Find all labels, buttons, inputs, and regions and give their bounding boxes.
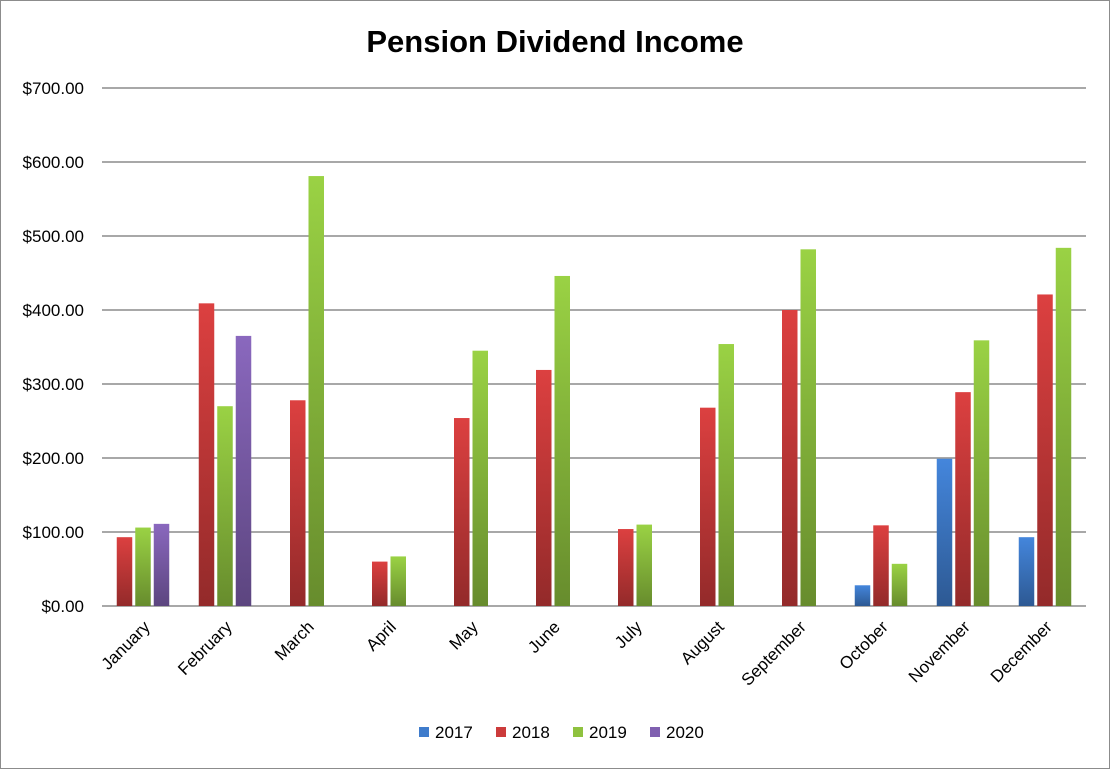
x-tick-label: April — [362, 617, 399, 654]
legend-label: 2019 — [589, 723, 627, 742]
bar-april-2018 — [372, 561, 388, 606]
x-tick-label: February — [174, 617, 236, 679]
bar-august-2018 — [700, 407, 716, 606]
chart-title: Pension Dividend Income — [366, 24, 743, 59]
legend-swatch — [419, 727, 429, 737]
y-tick-label: $600.00 — [23, 153, 84, 172]
bar-august-2019 — [718, 344, 734, 606]
bar-march-2019 — [308, 176, 324, 606]
x-tick-label: September — [738, 617, 810, 689]
x-tick-label: October — [836, 617, 892, 673]
y-tick-label: $400.00 — [23, 301, 84, 320]
bar-october-2018 — [873, 525, 889, 606]
x-axis-ticks: January February March April May June July Augu… — [98, 617, 1056, 690]
x-tick-label: May — [446, 617, 482, 653]
y-tick-label: $500.00 — [23, 227, 84, 246]
bar-february-2019 — [217, 406, 233, 606]
x-tick-label: July — [611, 617, 646, 652]
y-tick-label: $200.00 — [23, 449, 84, 468]
x-tick-label: January — [98, 617, 155, 674]
bar-september-2018 — [782, 310, 798, 606]
legend: 2017 2018 2019 2020 — [419, 723, 704, 742]
bar-january-2020 — [153, 523, 170, 606]
bar-november-2018 — [955, 392, 971, 606]
x-tick-label: June — [524, 617, 564, 657]
bar-january-2019 — [135, 527, 151, 606]
bar-december-2018 — [1037, 294, 1053, 606]
bar-february-2018 — [198, 303, 215, 606]
bar-october-2017 — [854, 585, 871, 606]
bars — [116, 176, 1072, 606]
legend-label: 2017 — [435, 723, 473, 742]
bar-march-2018 — [290, 400, 306, 606]
legend-swatch — [650, 727, 660, 737]
bar-december-2019 — [1055, 247, 1072, 606]
y-tick-label: $0.00 — [41, 597, 84, 616]
bar-november-2019 — [973, 340, 990, 606]
y-axis-ticks: $0.00 $100.00 $200.00 $300.00 $400.00 $500.00… — [23, 79, 84, 616]
bar-may-2019 — [472, 350, 488, 606]
bar-september-2019 — [800, 249, 816, 606]
x-tick-label: December — [987, 617, 1056, 686]
bar-october-2019 — [891, 563, 908, 606]
bar-december-2017 — [1018, 537, 1035, 606]
y-tick-label: $100.00 — [23, 523, 84, 542]
bar-february-2020 — [235, 335, 252, 606]
bar-november-2017 — [936, 458, 953, 606]
legend-label: 2018 — [512, 723, 550, 742]
bar-july-2018 — [618, 529, 634, 606]
y-tick-label: $300.00 — [23, 375, 84, 394]
bar-july-2019 — [636, 524, 652, 606]
bar-april-2019 — [390, 556, 406, 606]
gridlines — [102, 87, 1086, 607]
bar-january-2018 — [116, 537, 133, 606]
bar-june-2018 — [536, 369, 552, 606]
bar-june-2019 — [554, 275, 570, 606]
y-tick-label: $700.00 — [23, 79, 84, 98]
x-tick-label: November — [905, 617, 974, 686]
bar-may-2018 — [454, 418, 470, 606]
x-tick-label: March — [271, 617, 318, 664]
legend-label: 2020 — [666, 723, 704, 742]
x-tick-label: August — [677, 617, 728, 668]
legend-swatch — [573, 727, 583, 737]
legend-swatch — [496, 727, 506, 737]
